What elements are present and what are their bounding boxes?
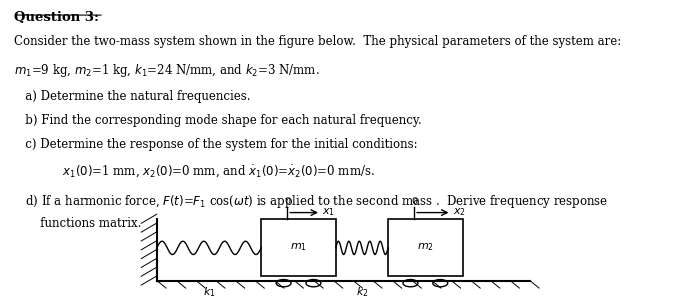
Text: a) Determine the natural frequencies.: a) Determine the natural frequencies. [14, 90, 251, 103]
FancyBboxPatch shape [261, 219, 336, 276]
Text: $m_2$: $m_2$ [416, 242, 434, 253]
Text: $m_1$: $m_1$ [290, 242, 307, 253]
Text: $x_2$: $x_2$ [453, 207, 466, 219]
Text: 0: 0 [284, 196, 290, 205]
Text: d) If a harmonic force, $F(t)$=$F_1$ cos($\omega t$) is applied to the second ma: d) If a harmonic force, $F(t)$=$F_1$ cos… [14, 193, 608, 210]
FancyBboxPatch shape [388, 219, 463, 276]
Text: 0: 0 [411, 196, 417, 205]
Text: $x_1(0)$=1 mm, $x_2(0)$=0 mm, and $\dot{x}_1(0)$=$\dot{x}_2(0)$=0 mm/s.: $x_1(0)$=1 mm, $x_2(0)$=0 mm, and $\dot{… [14, 163, 374, 179]
Text: $x_1$: $x_1$ [323, 207, 335, 219]
Text: Consider the two-mass system shown in the figure below.  The physical parameters: Consider the two-mass system shown in th… [14, 35, 621, 48]
Text: $m_1$=9 kg, $m_2$=1 kg, $k_1$=24 N/mm, and $k_2$=3 N/mm.: $m_1$=9 kg, $m_2$=1 kg, $k_1$=24 N/mm, a… [14, 62, 319, 79]
Text: $k_2$: $k_2$ [356, 285, 368, 299]
Text: functions matrix.: functions matrix. [14, 217, 141, 230]
Text: Question 3:: Question 3: [14, 10, 99, 24]
Text: $k_1$: $k_1$ [203, 285, 216, 299]
Text: c) Determine the response of the system for the initial conditions:: c) Determine the response of the system … [14, 138, 417, 151]
Text: b) Find the corresponding mode shape for each natural frequency.: b) Find the corresponding mode shape for… [14, 114, 421, 127]
